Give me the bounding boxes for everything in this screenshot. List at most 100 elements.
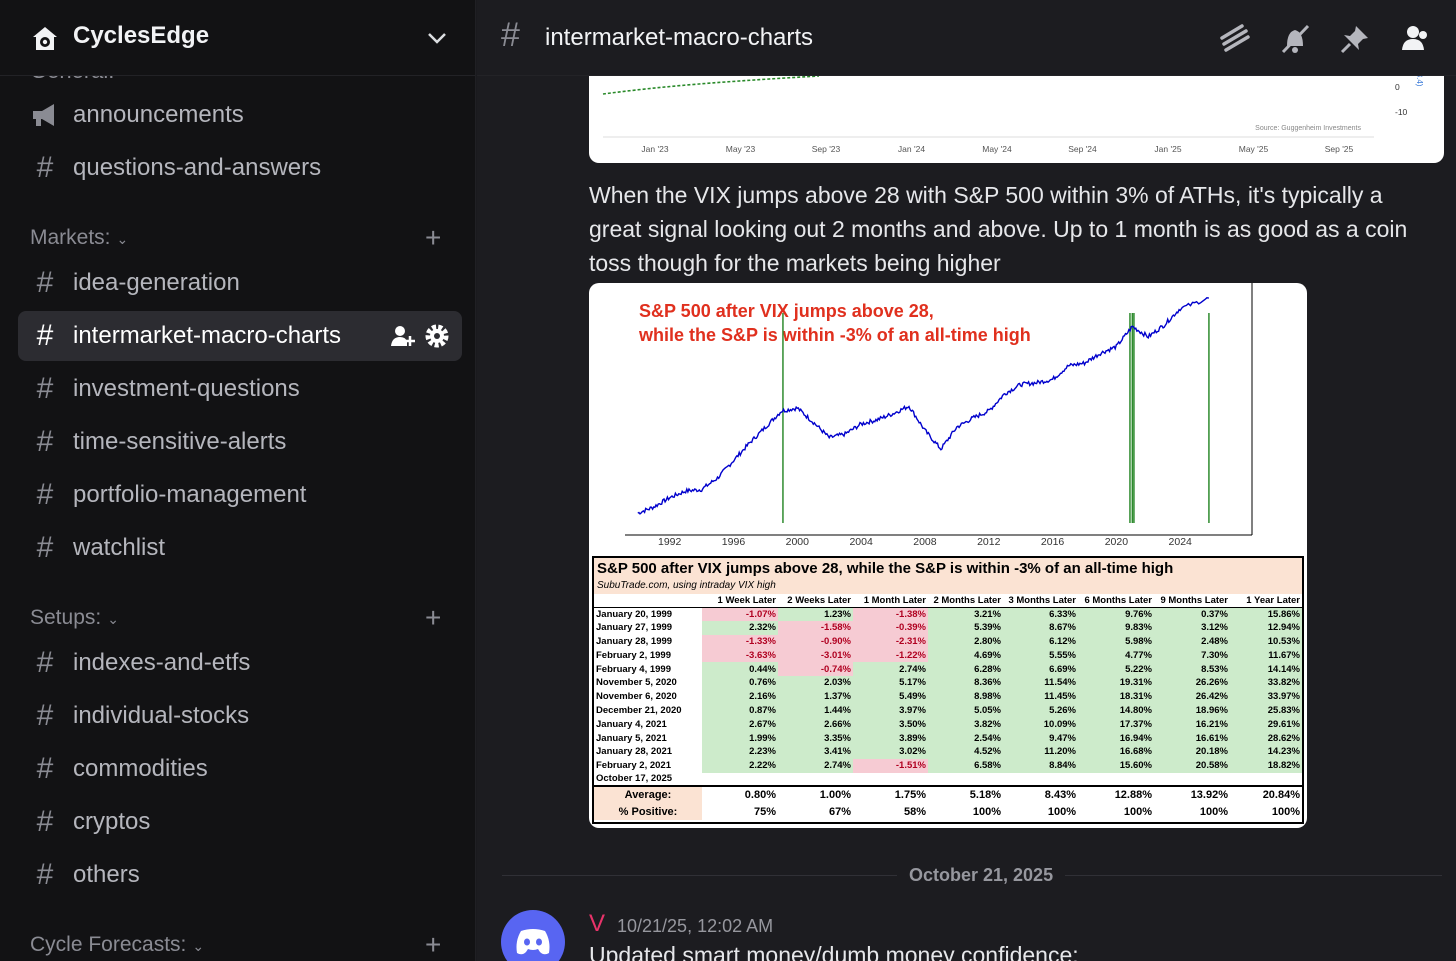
channel-portfolio-management[interactable]: # portfolio-management: [18, 470, 462, 520]
pin-icon[interactable]: [1338, 22, 1372, 56]
return-cell: 6.33%: [1003, 607, 1078, 621]
x-tick-label: 2016: [1041, 536, 1065, 548]
channel-indexes-and-etfs[interactable]: # indexes-and-etfs: [18, 638, 462, 688]
return-cell: 9.47%: [1003, 731, 1078, 745]
mute-bell-icon[interactable]: [1278, 22, 1312, 56]
category-header[interactable]: Cycle Forecasts: ⌄: [30, 933, 204, 957]
server-home-icon: [33, 27, 57, 50]
x-tick-label: 2012: [977, 536, 1001, 548]
channel-commodities[interactable]: # commodities: [18, 744, 462, 794]
return-cell: -3.63%: [702, 648, 778, 663]
summary-value: 75%: [702, 803, 778, 821]
return-cell: 2.03%: [778, 675, 853, 690]
channel-cryptos[interactable]: # cryptos: [18, 797, 462, 847]
member-list-icon[interactable]: [1398, 22, 1432, 56]
return-cell: 11.54%: [1003, 675, 1078, 690]
chart-source: Source: Guggenheim Investments: [1255, 125, 1361, 132]
image-attachment-vix[interactable]: S&P 500 after VIX jumps above 28, while …: [589, 283, 1307, 828]
message-text: When the VIX jumps above 28 with S&P 500…: [589, 182, 1408, 276]
return-cell: 16.68%: [1078, 744, 1154, 759]
add-channel-icon[interactable]: +: [425, 929, 442, 960]
invite-icon[interactable]: [390, 323, 416, 349]
table-header: 1 Month Later: [853, 594, 928, 608]
avatar[interactable]: [501, 910, 565, 961]
channel-idea-generation[interactable]: # idea-generation: [18, 258, 462, 308]
return-cell: 8.98%: [928, 689, 1003, 704]
channel-label: intermarket-macro-charts: [73, 322, 342, 349]
row-date: February 4, 1999: [596, 663, 671, 675]
channel-individual-stocks[interactable]: # individual-stocks: [18, 691, 462, 741]
x-tick-label: May '25: [1239, 144, 1269, 154]
category-header[interactable]: Markets: ⌄: [30, 226, 128, 250]
return-cell: 0.37%: [1154, 607, 1230, 621]
x-tick-label: May '24: [982, 144, 1012, 154]
server-header[interactable]: CyclesEdge: [0, 0, 475, 76]
return-cell: 2.54%: [928, 731, 1003, 745]
return-cell: 1.99%: [702, 731, 778, 745]
channel-title: intermarket-macro-charts: [545, 24, 814, 51]
return-cell: -1.07%: [702, 607, 778, 621]
summary-value: 12.88%: [1078, 785, 1154, 804]
return-cell: 0.44%: [702, 662, 778, 676]
channel-label: others: [73, 861, 140, 888]
channel-announcements[interactable]: announcements: [18, 90, 462, 140]
table-subtitle: SubuTrade.com, using intraday VIX high: [594, 580, 1302, 594]
channel-label: time-sensitive-alerts: [73, 428, 287, 455]
channel-header: # intermarket-macro-charts: [477, 0, 1456, 76]
category-header[interactable]: Setups: ⌄: [30, 606, 119, 630]
chevron-down-icon[interactable]: [426, 28, 448, 48]
table-header: 9 Months Later: [1154, 594, 1230, 608]
return-cell: 25.83%: [1230, 703, 1302, 718]
return-cell: 2.74%: [778, 758, 853, 773]
chevron-down-icon: ⌄: [116, 230, 129, 247]
x-tick-label: 2024: [1169, 536, 1193, 548]
return-cell: -1.51%: [853, 758, 928, 773]
return-cell: 18.31%: [1078, 689, 1154, 704]
server-name: CyclesEdge: [73, 22, 210, 49]
right-axis-label: (8.4): [1415, 70, 1424, 87]
add-channel-icon[interactable]: +: [425, 602, 442, 633]
return-cell: 2.22%: [702, 758, 778, 773]
channel-label: idea-generation: [73, 269, 240, 296]
channel-time-sensitive-alerts[interactable]: # time-sensitive-alerts: [18, 417, 462, 467]
channel-sidebar: General: + CyclesEdge announcements#ques…: [0, 0, 476, 961]
return-cell: 26.26%: [1154, 675, 1230, 690]
threads-icon[interactable]: [1218, 22, 1252, 56]
return-cell: 2.66%: [778, 717, 853, 732]
return-cell: 18.96%: [1154, 703, 1230, 718]
table-row: November 5, 2020 0.76% 2.03% 5.17% 8.36% 11.5…: [594, 675, 1302, 690]
return-cell: 20.58%: [1154, 758, 1230, 773]
summary-value: 5.18%: [928, 785, 1003, 804]
row-date: January 27, 1999: [596, 622, 673, 634]
return-cell: 9.83%: [1078, 620, 1154, 635]
sp500-chart: S&P 500 after VIX jumps above 28, while …: [625, 283, 1253, 548]
summary-label: Average:: [594, 785, 702, 804]
channel-investment-questions[interactable]: # investment-questions: [18, 364, 462, 414]
summary-row: % Positive: 75% 67% 58% 100% 100% 100% 100% 100%: [594, 803, 1302, 821]
channel-questions-and-answers[interactable]: # questions-and-answers: [18, 143, 462, 193]
chevron-down-icon: ⌄: [107, 610, 119, 627]
return-cell: -1.58%: [778, 620, 853, 635]
return-cell: 19.31%: [1078, 675, 1154, 690]
hash-icon: #: [36, 805, 54, 838]
message-author[interactable]: V: [589, 910, 606, 937]
return-cell: 11.45%: [1003, 689, 1078, 704]
summary-value: 58%: [853, 803, 928, 821]
channel-intermarket-macro-charts[interactable]: # intermarket-macro-charts: [18, 311, 462, 361]
sp500-line: [637, 297, 1210, 515]
image-attachment-top[interactable]: Jan '23 May '23 Sep '23 Jan '24 May '24 Sep '…: [589, 60, 1444, 163]
return-cell: -1.22%: [853, 648, 928, 663]
channel-watchlist[interactable]: # watchlist: [18, 523, 462, 573]
settings-gear-icon[interactable]: [424, 323, 450, 349]
return-cell: 3.41%: [778, 744, 853, 759]
x-tick-label: 2008: [913, 536, 937, 548]
return-cell: [1154, 772, 1230, 787]
return-cell: 28.62%: [1230, 731, 1302, 745]
return-cell: -1.33%: [702, 634, 778, 649]
series-green-dashed: [602, 75, 820, 95]
summary-value: 100%: [1078, 803, 1154, 821]
add-channel-icon[interactable]: +: [425, 222, 442, 253]
channel-others[interactable]: # others: [18, 850, 462, 900]
row-date: February 2, 1999: [596, 649, 671, 661]
row-date: December 21, 2020: [596, 704, 682, 716]
